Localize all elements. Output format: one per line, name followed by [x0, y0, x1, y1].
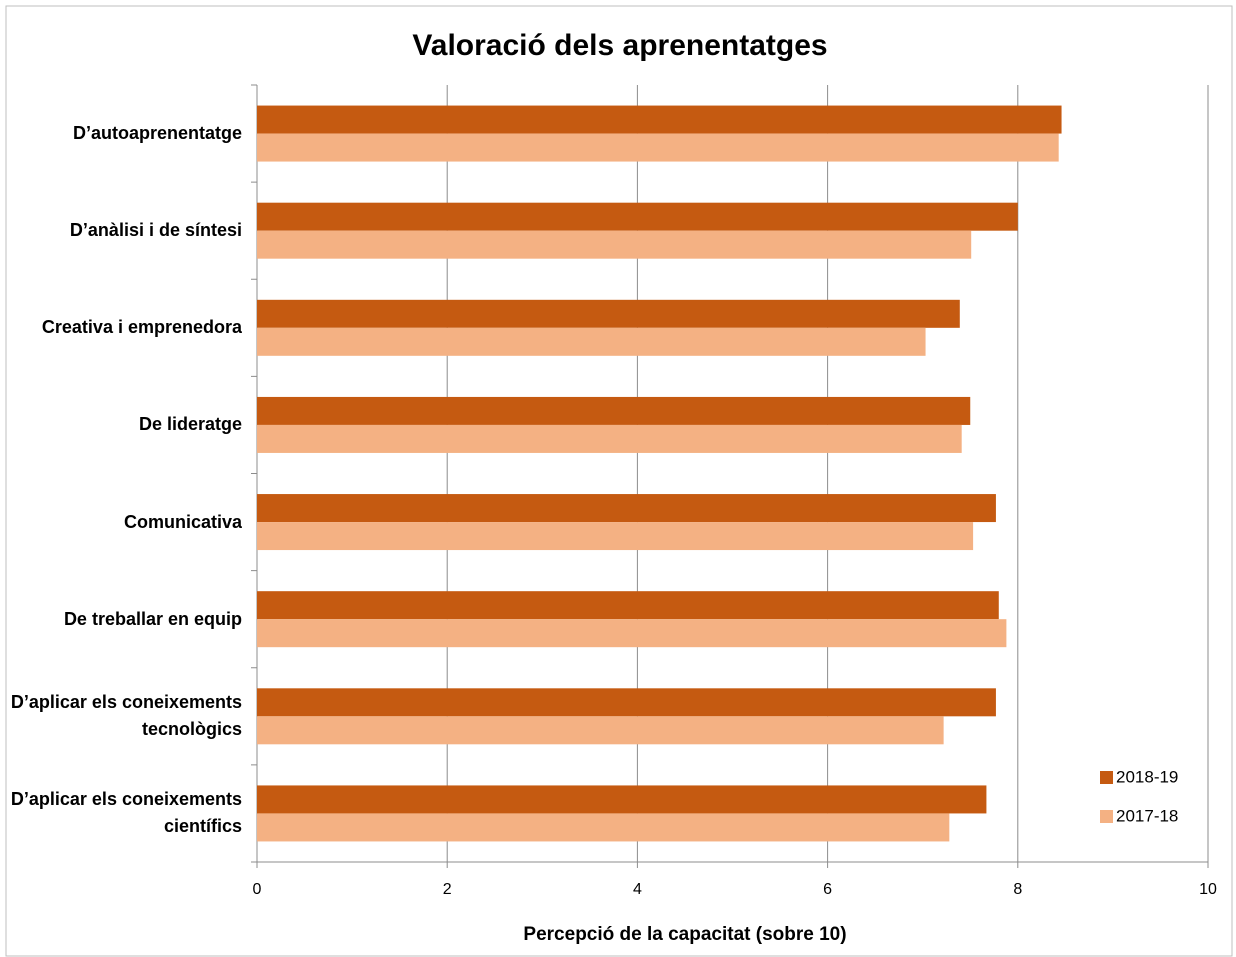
bar	[257, 105, 1062, 134]
bar	[257, 327, 926, 356]
bar	[257, 522, 974, 551]
bar	[257, 299, 960, 328]
chart-title: Valoració dels aprenentatges	[412, 29, 827, 62]
bar	[257, 716, 944, 745]
bar	[257, 813, 950, 842]
bar	[257, 424, 962, 453]
y-tick-label: D’aplicar els coneixements científics	[10, 789, 242, 837]
y-tick-label-box: De treballar en equip	[63, 608, 242, 629]
y-tick-label-box: Creativa i emprenedora	[41, 317, 242, 338]
bar	[257, 688, 996, 717]
x-tick-label: 2	[443, 881, 452, 898]
x-tick-label: 4	[633, 881, 642, 898]
y-tick-label: D’anàlisi i de síntesi	[69, 220, 242, 241]
bar	[257, 396, 971, 425]
bar	[257, 202, 1018, 231]
y-tick-label: D’aplicar els coneixements tecnològics	[10, 692, 242, 740]
bar	[257, 133, 1059, 162]
y-tick-label: De treballar en equip	[63, 608, 242, 629]
x-tick-label: 0	[253, 881, 262, 898]
x-tick-label: 6	[823, 881, 832, 898]
legend-label: 2018-19	[1116, 767, 1178, 786]
y-tick-label: Comunicativa	[123, 511, 242, 532]
x-tick-label: 10	[1199, 881, 1217, 898]
bar	[257, 619, 1007, 648]
legend-label: 2017-18	[1116, 806, 1178, 825]
x-tick-label: 8	[1013, 881, 1022, 898]
x-axis-label: Percepció de la capacitat (sobre 10)	[523, 924, 846, 945]
y-tick-label: De lideratge	[138, 414, 242, 435]
y-tick-label-box: D’anàlisi i de síntesi	[69, 220, 242, 241]
y-tick-label-box: D’aplicar els coneixements científics	[10, 789, 242, 837]
bar	[257, 494, 996, 523]
bar	[257, 230, 972, 259]
y-tick-label-box: D’aplicar els coneixements tecnològics	[10, 692, 242, 740]
legend-swatch	[1100, 810, 1113, 823]
y-tick-label-box: De lideratge	[138, 414, 242, 435]
y-tick-label-box: Comunicativa	[123, 511, 242, 532]
y-tick-label: D’autoaprenentatge	[72, 123, 242, 144]
legend-swatch	[1100, 771, 1113, 784]
bar	[257, 591, 999, 620]
y-tick-label: Creativa i emprenedora	[41, 317, 242, 338]
bar	[257, 785, 987, 814]
y-tick-label-box: D’autoaprenentatge	[72, 123, 242, 144]
